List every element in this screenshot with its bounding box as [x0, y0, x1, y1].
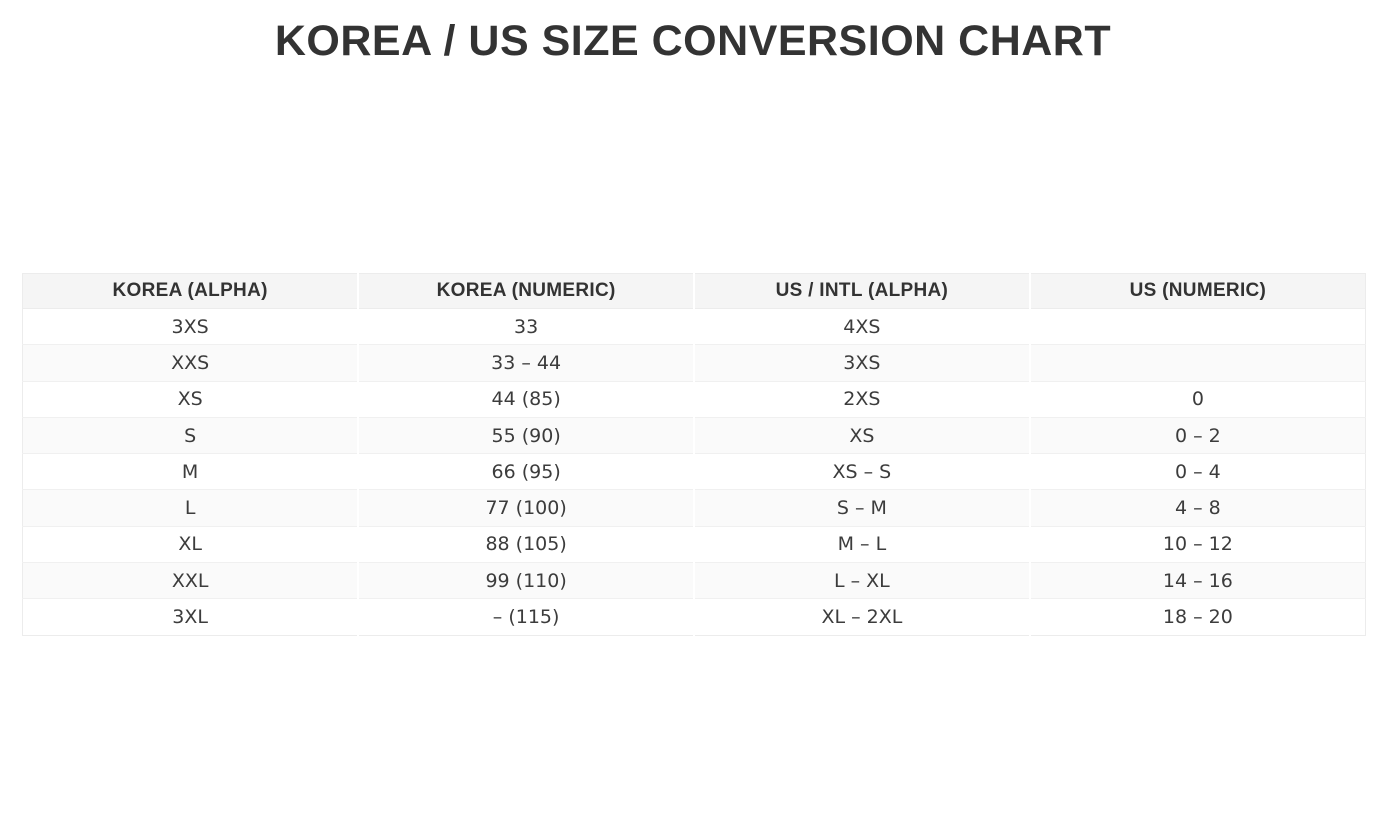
cell-korea-numeric: 77 (100): [358, 489, 695, 527]
column-header-us-numeric: US (NUMERIC): [1029, 273, 1366, 309]
cell-us-intl-alpha: XS: [694, 417, 1031, 455]
table-header: KOREA (ALPHA) KOREA (NUMERIC) US / INTL …: [22, 273, 1366, 309]
page-title: KOREA / US SIZE CONVERSION CHART: [274, 17, 1112, 65]
column-header-korea-alpha: KOREA (ALPHA): [22, 273, 360, 309]
cell-korea-alpha: 3XL: [22, 598, 360, 636]
table-body: 3XS 33 4XS XXS 33 – 44 3XS XS 44 (85) 2X…: [22, 308, 1366, 636]
cell-korea-numeric: 44 (85): [358, 381, 695, 418]
cell-korea-alpha: XL: [22, 526, 360, 564]
cell-us-numeric: 18 – 20: [1029, 598, 1366, 636]
column-header-us-intl-alpha: US / INTL (ALPHA): [694, 273, 1031, 309]
cell-korea-alpha: M: [22, 453, 360, 491]
cell-korea-numeric: 33: [358, 308, 695, 346]
cell-us-numeric: 0 – 4: [1029, 453, 1366, 491]
cell-korea-numeric: 88 (105): [358, 526, 695, 564]
size-conversion-table-container: KOREA (ALPHA) KOREA (NUMERIC) US / INTL …: [22, 273, 1366, 636]
cell-us-intl-alpha: XL – 2XL: [694, 598, 1031, 636]
table-row: L 77 (100) S – M 4 – 8: [22, 489, 1366, 527]
table-row: 3XL – (115) XL – 2XL 18 – 20: [22, 598, 1366, 636]
cell-us-numeric: 0: [1029, 381, 1366, 418]
cell-us-intl-alpha: S – M: [694, 489, 1031, 527]
cell-us-numeric: [1029, 344, 1366, 382]
table-row: XXL 99 (110) L – XL 14 – 16: [22, 562, 1366, 600]
cell-korea-alpha: XXS: [22, 344, 360, 382]
cell-us-intl-alpha: 3XS: [694, 344, 1031, 382]
cell-korea-numeric: 99 (110): [358, 562, 695, 600]
table-row: XL 88 (105) M – L 10 – 12: [22, 526, 1366, 564]
cell-korea-alpha: XS: [22, 381, 360, 418]
cell-korea-alpha: L: [22, 489, 360, 527]
table-header-row: KOREA (ALPHA) KOREA (NUMERIC) US / INTL …: [22, 273, 1366, 309]
cell-us-numeric: 4 – 8: [1029, 489, 1366, 527]
cell-korea-alpha: S: [22, 417, 360, 455]
cell-us-intl-alpha: M – L: [694, 526, 1031, 564]
column-header-korea-numeric: KOREA (NUMERIC): [358, 273, 695, 309]
table-row: S 55 (90) XS 0 – 2: [22, 417, 1366, 455]
cell-us-intl-alpha: 2XS: [694, 381, 1031, 418]
cell-us-numeric: 0 – 2: [1029, 417, 1366, 455]
cell-us-numeric: 14 – 16: [1029, 562, 1366, 600]
cell-us-numeric: 10 – 12: [1029, 526, 1366, 564]
cell-korea-alpha: 3XS: [22, 308, 360, 346]
table-row: XS 44 (85) 2XS 0: [22, 381, 1366, 418]
table-row: M 66 (95) XS – S 0 – 4: [22, 453, 1366, 491]
cell-korea-numeric: – (115): [358, 598, 695, 636]
cell-us-intl-alpha: L – XL: [694, 562, 1031, 600]
cell-us-intl-alpha: 4XS: [694, 308, 1031, 346]
cell-us-intl-alpha: XS – S: [694, 453, 1031, 491]
cell-us-numeric: [1029, 308, 1366, 346]
cell-korea-numeric: 33 – 44: [358, 344, 695, 382]
cell-korea-numeric: 66 (95): [358, 453, 695, 491]
cell-korea-numeric: 55 (90): [358, 417, 695, 455]
table-row: XXS 33 – 44 3XS: [22, 344, 1366, 382]
table-row: 3XS 33 4XS: [22, 308, 1366, 346]
cell-korea-alpha: XXL: [22, 562, 360, 600]
size-conversion-table: KOREA (ALPHA) KOREA (NUMERIC) US / INTL …: [22, 273, 1366, 636]
